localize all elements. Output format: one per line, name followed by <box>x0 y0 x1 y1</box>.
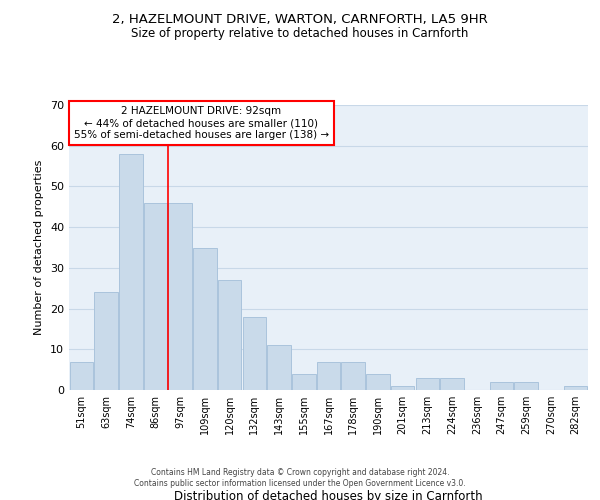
Bar <box>193 248 217 390</box>
Bar <box>564 386 587 390</box>
Bar <box>94 292 118 390</box>
Bar <box>317 362 340 390</box>
Bar <box>144 202 167 390</box>
Bar <box>514 382 538 390</box>
Text: Contains HM Land Registry data © Crown copyright and database right 2024.
Contai: Contains HM Land Registry data © Crown c… <box>134 468 466 487</box>
Bar <box>366 374 389 390</box>
Bar <box>169 202 192 390</box>
Bar <box>341 362 365 390</box>
Text: Size of property relative to detached houses in Carnforth: Size of property relative to detached ho… <box>131 28 469 40</box>
Bar <box>268 345 291 390</box>
Bar <box>119 154 143 390</box>
Y-axis label: Number of detached properties: Number of detached properties <box>34 160 44 335</box>
Text: 2, HAZELMOUNT DRIVE, WARTON, CARNFORTH, LA5 9HR: 2, HAZELMOUNT DRIVE, WARTON, CARNFORTH, … <box>112 12 488 26</box>
Bar <box>391 386 415 390</box>
Bar <box>416 378 439 390</box>
Bar <box>292 374 316 390</box>
Bar <box>70 362 93 390</box>
Text: 2 HAZELMOUNT DRIVE: 92sqm
← 44% of detached houses are smaller (110)
55% of semi: 2 HAZELMOUNT DRIVE: 92sqm ← 44% of detac… <box>74 106 329 140</box>
X-axis label: Distribution of detached houses by size in Carnforth: Distribution of detached houses by size … <box>174 490 483 500</box>
Bar <box>490 382 513 390</box>
Bar <box>242 316 266 390</box>
Bar <box>440 378 464 390</box>
Bar <box>218 280 241 390</box>
